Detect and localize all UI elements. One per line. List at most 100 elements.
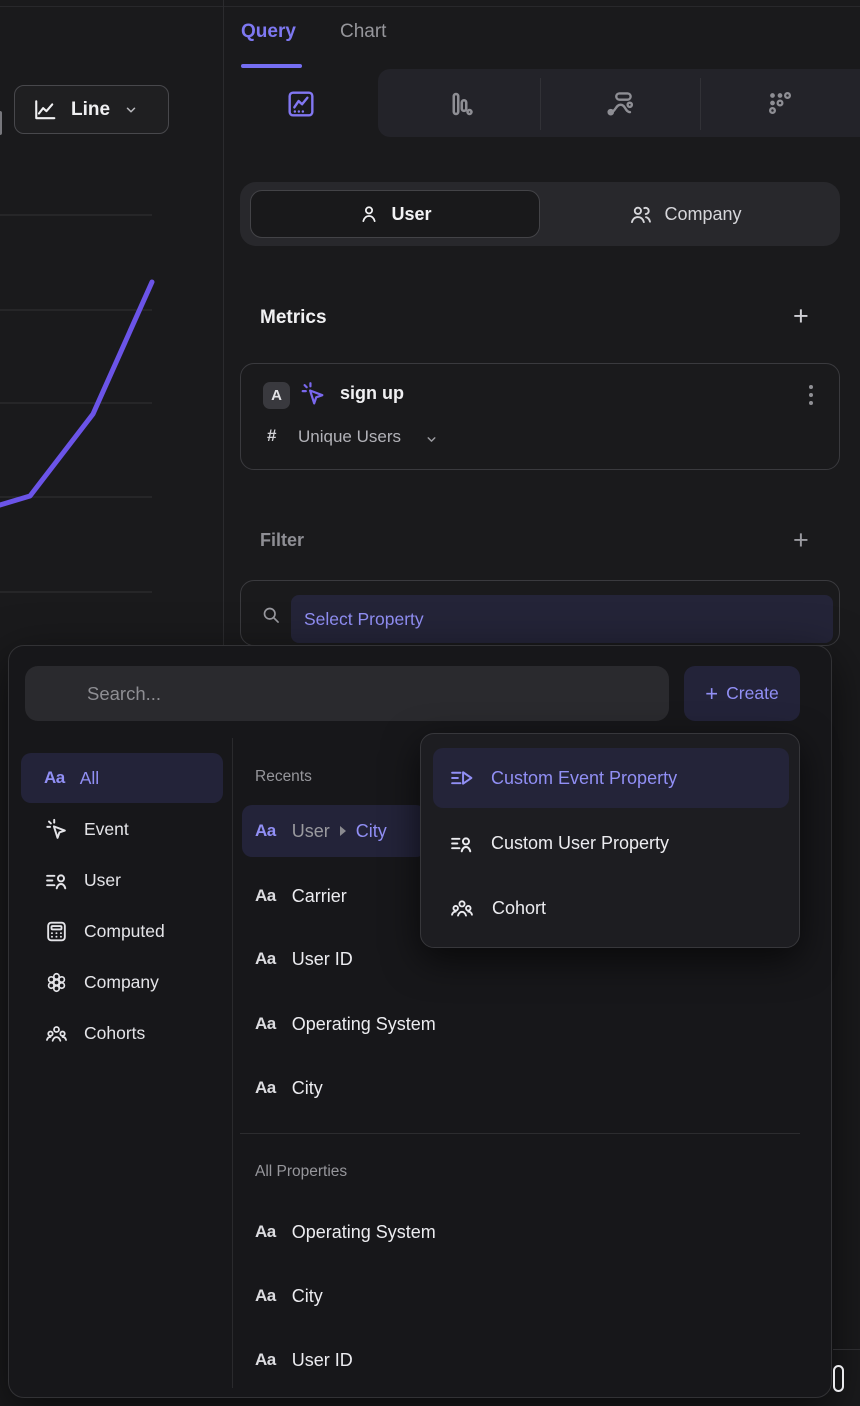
property-select-field[interactable]: Select Property: [291, 595, 833, 643]
segment-user[interactable]: User: [250, 190, 540, 238]
menu-item-label: Custom Event Property: [491, 767, 678, 788]
menu-item-cohort[interactable]: Cohort: [433, 878, 789, 938]
company-people-icon: [628, 202, 653, 227]
category-label: All: [79, 767, 100, 788]
category-item-company[interactable]: Company: [21, 957, 223, 1007]
recent-item[interactable]: Aa Operating System: [242, 998, 436, 1050]
breadcrumb-child: City: [355, 820, 387, 841]
all-properties-title: All Properties: [255, 1163, 348, 1180]
category-label: User: [84, 869, 121, 890]
category-label: Company: [84, 971, 159, 992]
tab-funnels[interactable]: [428, 72, 492, 136]
menu-item-label: Custom User Property: [491, 832, 670, 853]
text-property-icon: Aa: [255, 1014, 276, 1033]
breadcrumb-parent: User: [291, 820, 330, 841]
recent-item[interactable]: Aa Carrier: [242, 870, 347, 922]
tab-flows[interactable]: [588, 72, 652, 136]
text-property-icon: Aa: [255, 1222, 276, 1241]
create-button-label: Create: [726, 683, 779, 703]
category-item-cohorts[interactable]: Cohorts: [21, 1008, 223, 1058]
segment-user-label: User: [391, 203, 432, 224]
create-button[interactable]: + Create: [684, 666, 800, 721]
text-property-icon: Aa: [44, 768, 65, 787]
underlying-divider: [833, 1349, 860, 1350]
breadcrumb-arrow-icon: [339, 826, 346, 836]
create-menu-popover: Custom Event Property Custom User Proper…: [420, 733, 800, 948]
search-icon: [261, 605, 281, 625]
event-icon: [299, 380, 327, 408]
tab-query[interactable]: Query: [241, 21, 296, 42]
cohort-icon: [449, 895, 475, 921]
recent-item[interactable]: Aa User ID: [242, 933, 353, 985]
property-label: Operating System: [291, 1013, 436, 1034]
custom-event-property-icon: [449, 766, 474, 791]
segment-company[interactable]: Company: [540, 182, 830, 246]
tab-insights[interactable]: [269, 72, 333, 136]
metric-letter-badge: A: [263, 382, 290, 409]
category-item-user[interactable]: User: [21, 855, 223, 905]
metric-options-button[interactable]: [809, 385, 813, 405]
category-label: Cohorts: [84, 1022, 146, 1043]
panel-divider: [223, 0, 224, 645]
property-label: Operating System: [291, 1221, 436, 1242]
category-label: Event: [84, 818, 129, 839]
tab-divider: [700, 78, 701, 130]
property-breadcrumb: User City: [292, 821, 387, 842]
recents-title: Recents: [255, 768, 312, 785]
chart-style-label: Line: [71, 98, 111, 120]
trend-line-chart: [0, 214, 155, 593]
property-label: City: [291, 1285, 323, 1306]
retention-icon: [765, 89, 795, 119]
text-property-icon: Aa: [255, 1350, 276, 1369]
property-item[interactable]: Aa Operating System: [242, 1206, 436, 1258]
custom-user-property-icon: [449, 831, 474, 856]
menu-item-custom-user-property[interactable]: Custom User Property: [433, 813, 789, 873]
flows-icon: [605, 89, 635, 119]
list-divider: [240, 1133, 800, 1134]
cohorts-icon: [44, 1021, 69, 1046]
picker-search-input[interactable]: [25, 666, 669, 721]
filter-card: Select Property: [240, 580, 840, 646]
hash-icon: #: [267, 426, 277, 445]
text-property-icon: Aa: [255, 1286, 276, 1305]
text-property-icon: Aa: [255, 886, 276, 905]
category-item-event[interactable]: Event: [21, 804, 223, 854]
add-metric-button[interactable]: +: [793, 301, 809, 331]
metric-card[interactable]: A sign up # Unique Users: [240, 363, 840, 470]
menu-item-custom-event-property[interactable]: Custom Event Property: [433, 748, 789, 808]
recent-item-user-city[interactable]: Aa User City: [242, 805, 426, 857]
text-property-icon: Aa: [255, 1078, 276, 1097]
property-label: User ID: [291, 1349, 353, 1370]
funnels-icon: [445, 89, 475, 119]
add-filter-button[interactable]: +: [793, 525, 809, 555]
category-item-all[interactable]: Aa All: [21, 753, 223, 803]
tab-chart[interactable]: Chart: [340, 21, 387, 42]
property-label: User ID: [291, 948, 353, 969]
recent-item[interactable]: Aa City: [242, 1062, 323, 1114]
category-item-computed[interactable]: Computed: [21, 906, 223, 956]
company-flower-icon: [44, 970, 69, 995]
chart-style-dropdown[interactable]: Line: [14, 85, 169, 134]
line-chart-icon: [31, 96, 59, 124]
category-label: Computed: [84, 920, 165, 941]
user-icon: [358, 203, 380, 225]
property-select-label: Select Property: [304, 608, 424, 629]
chevron-down-icon: [425, 433, 438, 446]
property-item[interactable]: Aa User ID: [242, 1334, 353, 1386]
plus-icon: +: [705, 680, 719, 706]
tab-divider: [540, 78, 541, 130]
aggregation-selector[interactable]: Unique Users: [298, 427, 401, 446]
property-item[interactable]: Aa City: [242, 1270, 323, 1322]
tab-retention[interactable]: [748, 72, 812, 136]
filter-title: Filter: [260, 530, 305, 550]
chevron-down-icon: [124, 103, 138, 117]
property-label: Carrier: [291, 885, 347, 906]
active-tab-underline: [241, 64, 302, 68]
offscreen-button-fragment: [0, 111, 2, 135]
text-property-icon: Aa: [255, 949, 276, 968]
metric-event-name[interactable]: sign up: [340, 383, 404, 403]
entity-toggle: User Company: [240, 182, 840, 246]
menu-item-label: Cohort: [492, 897, 547, 918]
property-label: City: [291, 1077, 323, 1098]
calculator-icon: [44, 919, 69, 944]
